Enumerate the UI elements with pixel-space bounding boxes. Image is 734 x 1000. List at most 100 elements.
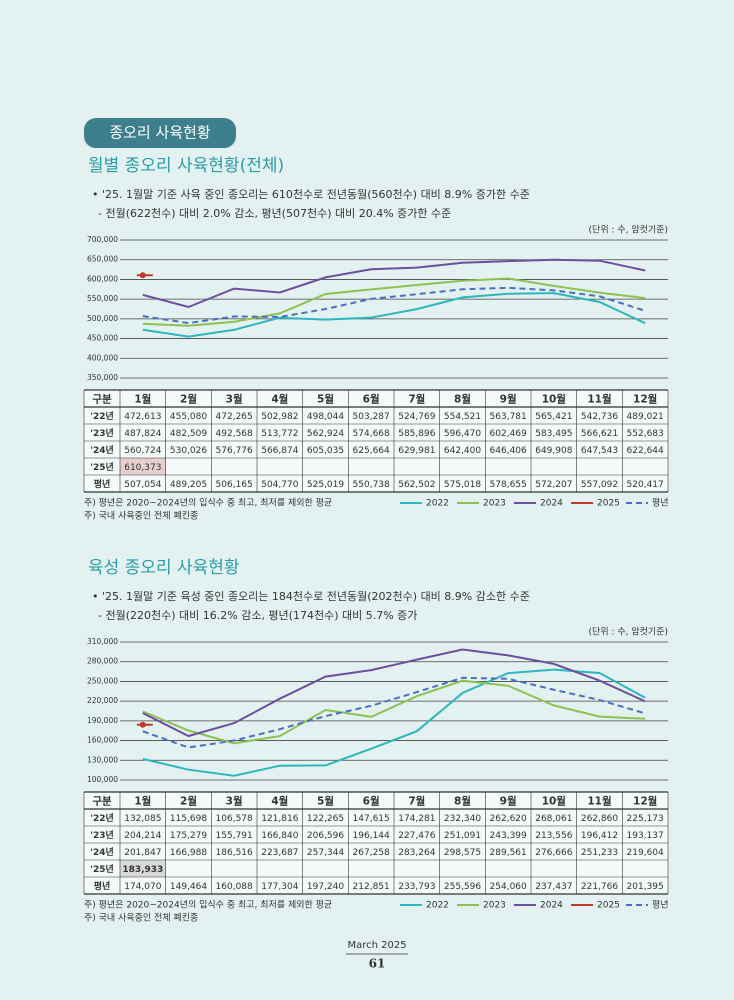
table-cell: 596,470	[444, 429, 481, 439]
legend-label: 2025	[597, 901, 620, 911]
chart-title: 육성 종오리 사육현황	[88, 558, 240, 578]
note: 주) 국내 사육중인 전체 폐킨종	[84, 510, 198, 522]
series-line	[142, 286, 646, 325]
note: 주) 국내 사육중인 전체 폐킨종	[84, 912, 198, 924]
table-header: 7월	[408, 393, 425, 406]
table-cell: 174,281	[398, 814, 435, 824]
series-line	[142, 258, 646, 309]
table-cell: 520,417	[627, 480, 664, 490]
table-cell: 489,205	[170, 480, 207, 490]
bullet: • '25. 1월말 기준 사육 중인 종오리는 610천수로 전년동월(560…	[92, 187, 530, 201]
table-header: 구분	[92, 393, 112, 406]
table-cell: 487,824	[124, 429, 161, 439]
table-header: 8월	[454, 795, 471, 808]
table-cell: 122,265	[307, 814, 344, 824]
table-cell: 204,214	[124, 831, 161, 841]
table-cell: 585,896	[398, 429, 435, 439]
table-cell: 243,399	[490, 831, 527, 841]
table-cell: 504,770	[261, 480, 298, 490]
table-cell: 530,026	[170, 446, 207, 456]
unit: (단위 : 수, 암컷기준)	[589, 626, 668, 638]
table-header: 2월	[180, 795, 197, 808]
table-cell: 175,279	[170, 831, 207, 841]
table-cell: 629,981	[398, 446, 435, 456]
table-cell: 206,596	[307, 831, 344, 841]
y-tick-label: 280,000	[87, 657, 118, 666]
table-cell: 472,613	[124, 412, 161, 422]
table-cell: 267,258	[353, 848, 390, 858]
table-cell: 642,400	[444, 446, 481, 456]
table-cell: 237,437	[535, 882, 572, 892]
table-cell: 542,736	[581, 412, 618, 422]
table-cell: 525,019	[307, 480, 344, 490]
table-header: 10월	[542, 795, 566, 808]
row-label: '25년	[90, 863, 114, 875]
table-header: 6월	[363, 795, 380, 808]
legend-label: 2022	[426, 901, 449, 911]
table-cell: 213,556	[535, 831, 572, 841]
table-header: 5월	[317, 795, 334, 808]
y-tick-label: 500,000	[87, 314, 118, 323]
table-cell: 565,421	[535, 412, 572, 422]
table-header: 4월	[271, 393, 288, 406]
table-cell: 254,060	[490, 882, 527, 892]
table-cell: 186,516	[216, 848, 253, 858]
section-tab: 종오리 사육현황	[109, 124, 211, 142]
table-cell: 196,144	[353, 831, 390, 841]
table-cell: 455,080	[170, 412, 207, 422]
note: 주) 평년은 2020~2024년의 입식수 중 최고, 최저를 제외한 평균	[84, 497, 332, 509]
y-tick-label: 310,000	[87, 637, 118, 646]
table-cell: 566,621	[581, 429, 618, 439]
table-cell: 149,464	[170, 882, 207, 892]
note: 주) 평년은 2020~2024년의 입식수 중 최고, 최저를 제외한 평균	[84, 899, 332, 911]
table-cell: 298,575	[444, 848, 481, 858]
series-line	[142, 668, 646, 777]
table-header: 5월	[317, 393, 334, 406]
table-header: 12월	[633, 393, 657, 406]
table-cell: 649,908	[535, 446, 572, 456]
row-label: 평년	[94, 478, 111, 490]
table-cell: 276,666	[535, 848, 572, 858]
series-point	[139, 721, 146, 728]
table-cell: 221,766	[581, 882, 618, 892]
table-cell: 283,264	[398, 848, 435, 858]
table-header: 3월	[226, 393, 243, 406]
footer-page: 61	[369, 957, 386, 971]
series-line	[142, 277, 646, 327]
bullet: - 전월(220천수) 대비 16.2% 감소, 평년(174천수) 대비 5.…	[98, 608, 417, 622]
table-cell: 193,137	[627, 831, 664, 841]
table-cell: 502,982	[261, 412, 298, 422]
row-label: 평년	[94, 880, 111, 892]
y-tick-label: 550,000	[87, 294, 118, 303]
table-cell: 268,061	[535, 814, 572, 824]
table-cell: 583,495	[535, 429, 572, 439]
table-cell: 257,344	[307, 848, 344, 858]
table-header: 8월	[454, 393, 471, 406]
table-cell: 513,772	[261, 429, 298, 439]
table-cell: 646,406	[490, 446, 527, 456]
y-tick-label: 350,000	[87, 373, 118, 382]
row-label: '25년	[90, 461, 114, 473]
table-cell: 472,265	[216, 412, 253, 422]
table-cell: 576,776	[216, 446, 253, 456]
table-cell: 566,874	[261, 446, 298, 456]
table-header: 11월	[587, 795, 611, 808]
y-tick-label: 250,000	[87, 676, 118, 685]
table-cell: 219,604	[627, 848, 664, 858]
table-cell: 289,561	[490, 848, 527, 858]
table-cell: 507,054	[124, 480, 161, 490]
y-tick-label: 400,000	[87, 353, 118, 362]
table-cell: 201,395	[627, 882, 664, 892]
table-header: 11월	[587, 393, 611, 406]
table-header: 6월	[363, 393, 380, 406]
table-cell: 562,924	[307, 429, 344, 439]
table-cell: 610,373	[124, 463, 161, 473]
table-cell: 225,173	[627, 814, 664, 824]
legend-label: 2023	[483, 499, 506, 509]
table-cell: 482,509	[170, 429, 207, 439]
row-label: '22년	[90, 410, 114, 422]
table-header: 구분	[92, 795, 112, 808]
series-line	[142, 679, 646, 745]
y-tick-label: 130,000	[87, 755, 118, 764]
table-cell: 223,687	[261, 848, 298, 858]
